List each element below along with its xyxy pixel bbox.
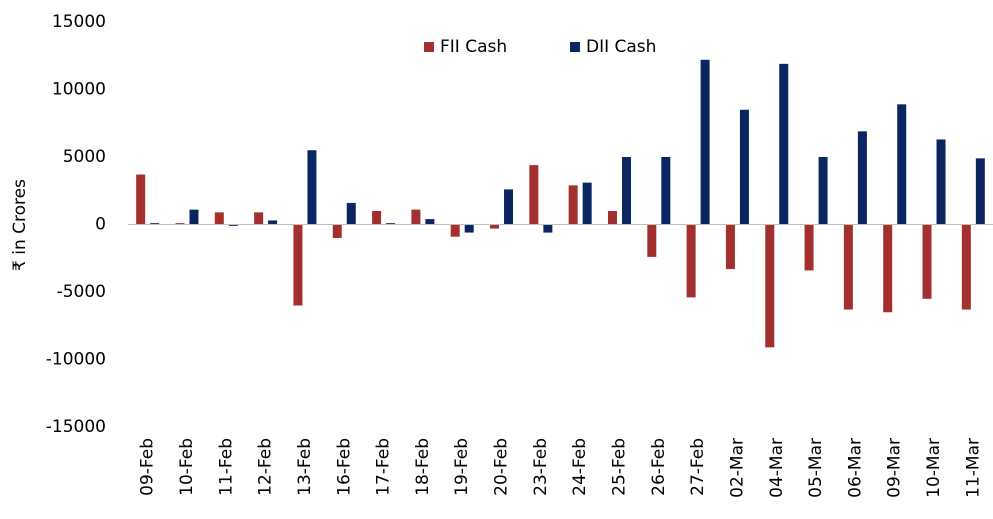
legend-swatch	[570, 42, 580, 52]
bar	[725, 224, 735, 270]
x-tick-label: 09-Feb	[138, 438, 158, 496]
bar	[897, 104, 907, 225]
bar	[490, 224, 500, 229]
x-tick-label: 11-Feb	[216, 438, 236, 496]
bar	[425, 219, 435, 225]
y-tick-label: 5000	[63, 147, 106, 167]
x-tick-label: 25-Feb	[609, 438, 629, 496]
bar	[307, 150, 317, 225]
bar	[961, 224, 971, 310]
x-tick-label: 05-Mar	[806, 438, 826, 498]
x-tick-label: 06-Mar	[845, 438, 865, 498]
y-tick-label: 15000	[52, 12, 106, 32]
x-tick-label: 27-Feb	[688, 438, 708, 496]
bar	[647, 224, 657, 257]
bar	[346, 202, 356, 225]
bar	[268, 220, 278, 225]
bar	[700, 59, 710, 225]
bar	[686, 224, 696, 298]
bar	[228, 224, 238, 226]
bar	[254, 212, 264, 225]
bar	[136, 174, 146, 225]
x-tick-label: 13-Feb	[295, 438, 315, 496]
x-tick-label: 02-Mar	[727, 438, 747, 498]
bar	[464, 224, 474, 233]
bar	[386, 223, 396, 225]
bar	[661, 157, 671, 225]
x-tick-label: 16-Feb	[334, 438, 354, 496]
bar	[189, 209, 199, 225]
y-tick-label: 0	[95, 215, 106, 235]
y-tick-label: 10000	[52, 80, 106, 100]
bar	[936, 139, 946, 225]
bar	[175, 223, 185, 225]
legend-swatch	[424, 42, 434, 52]
x-tick-label: 10-Feb	[177, 438, 197, 496]
bar	[372, 211, 382, 225]
bar	[739, 109, 749, 225]
x-tick-label: 09-Mar	[885, 438, 905, 498]
x-tick-label: 24-Feb	[570, 438, 590, 496]
bar	[975, 158, 985, 225]
y-tick-label: -10000	[46, 350, 106, 370]
bar	[843, 224, 853, 310]
bar	[922, 224, 932, 299]
x-tick-label: 26-Feb	[649, 438, 669, 496]
bar	[214, 212, 224, 225]
bar	[883, 224, 893, 313]
bar	[411, 209, 421, 225]
bar	[568, 185, 578, 225]
x-tick-label: 17-Feb	[374, 438, 394, 496]
bar	[529, 165, 539, 225]
bar	[450, 224, 460, 237]
x-tick-label: 12-Feb	[256, 438, 276, 496]
y-tick-label: -15000	[46, 417, 106, 437]
bar	[607, 211, 617, 225]
x-tick-label: 20-Feb	[492, 438, 512, 496]
bar	[332, 224, 342, 238]
bar	[857, 131, 867, 225]
x-tick-label: 23-Feb	[531, 438, 551, 496]
bar	[621, 157, 631, 225]
bar	[293, 224, 303, 306]
x-tick-label: 04-Mar	[767, 438, 787, 498]
x-tick-label: 19-Feb	[452, 438, 472, 496]
bar	[150, 223, 160, 225]
bar	[804, 224, 814, 271]
legend-label: FII Cash	[440, 37, 507, 57]
y-axis-label: ₹ in Crores	[10, 179, 30, 271]
bar	[543, 224, 553, 233]
y-tick-label: -5000	[57, 282, 106, 302]
x-tick-label: 18-Feb	[413, 438, 433, 496]
bar	[504, 189, 514, 225]
bar	[582, 182, 592, 225]
bar	[818, 157, 828, 225]
legend-label: DII Cash	[586, 37, 656, 57]
bar	[779, 63, 789, 225]
x-tick-label: 11-Mar	[963, 438, 983, 498]
bar	[765, 224, 775, 348]
x-tick-label: 10-Mar	[924, 438, 944, 498]
